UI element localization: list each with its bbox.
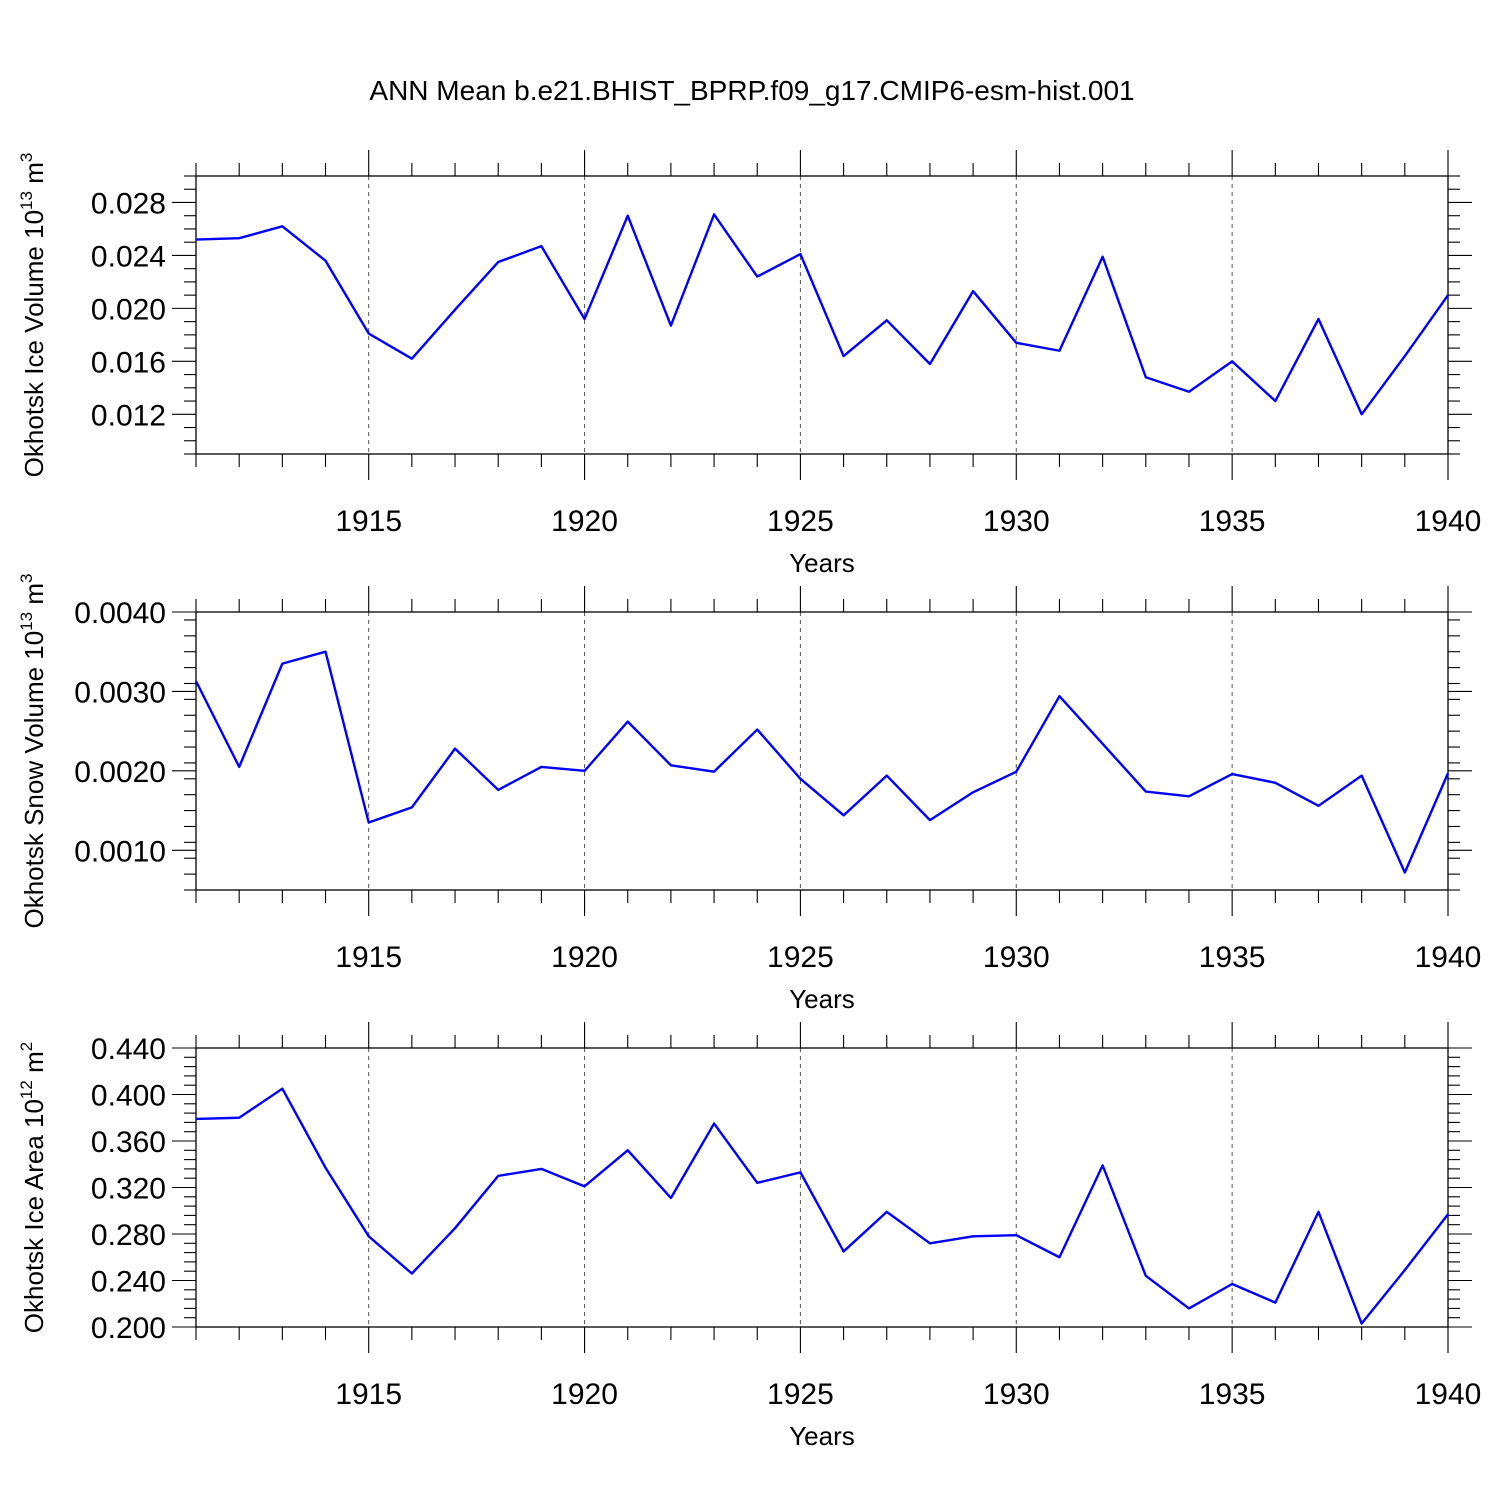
y-axis-label-unit: m <box>19 583 49 612</box>
x-tick-label: 1930 <box>983 1378 1050 1411</box>
panel-ice-volume: 0.012 0.016 0.020 0.024 0.028 1915 1920 1925 193… <box>17 150 1481 578</box>
y-tick-label: 0.012 <box>91 399 166 432</box>
x-axis-label: Years <box>789 984 855 1014</box>
x-axis-label: Years <box>789 1421 855 1451</box>
y-tick-label: 0.0040 <box>74 597 166 630</box>
y-axis-label-exponent: 13 <box>17 612 36 631</box>
y-tick-label: 0.0010 <box>74 835 166 868</box>
x-tick-label: 1935 <box>1199 505 1266 538</box>
plot-frame <box>195 175 1449 455</box>
x-tick-label: 1915 <box>335 941 402 974</box>
y-tick-label: 0.200 <box>91 1312 166 1345</box>
y-axis-label: Okhotsk Snow Volume 1013 m3 <box>17 574 49 929</box>
y-axis-label-exponent: 13 <box>17 191 36 210</box>
y-axis-label-unit-exponent: 3 <box>17 574 36 583</box>
x-tick-label: 1925 <box>767 505 834 538</box>
y-axis-label-exponent: 12 <box>17 1080 36 1099</box>
y-axis-label-unit-exponent: 2 <box>17 1042 36 1051</box>
y-tick-label: 0.0030 <box>74 676 166 709</box>
x-tick-label: 1915 <box>335 505 402 538</box>
y-tick-label: 0.024 <box>91 240 166 273</box>
x-tick-label: 1925 <box>767 941 834 974</box>
y-tick-label: 0.440 <box>91 1033 166 1066</box>
panel-snow-volume: 0.0010 0.0020 0.0030 0.0040 1915 1920 1925 1930… <box>17 574 1481 1015</box>
y-tick-label: 0.320 <box>91 1173 166 1206</box>
y-tick-label: 0.020 <box>91 293 166 326</box>
x-tick-label: 1925 <box>767 1378 834 1411</box>
y-tick-label: 0.280 <box>91 1219 166 1252</box>
y-tick-label: 0.400 <box>91 1080 166 1113</box>
y-tick-label: 0.240 <box>91 1266 166 1299</box>
y-axis-label-unit-exponent: 3 <box>17 153 36 162</box>
x-tick-label: 1940 <box>1415 505 1482 538</box>
plot-frame <box>195 1047 1449 1328</box>
series-line-snow-volume <box>194 650 1450 874</box>
chart-title: ANN Mean b.e21.BHIST_BPRP.f09_g17.CMIP6-… <box>369 75 1134 106</box>
x-tick-label: 1920 <box>551 941 618 974</box>
x-tick-label: 1940 <box>1415 941 1482 974</box>
x-axis-label: Years <box>789 548 855 578</box>
series-line-ice-area <box>195 1087 1449 1325</box>
x-tick-label: 1920 <box>551 1378 618 1411</box>
y-axis-label: Okhotsk Ice Area 1012 m2 <box>17 1042 49 1333</box>
y-tick-label: 0.028 <box>91 187 166 220</box>
y-axis-label-unit: m <box>19 162 49 191</box>
x-tick-label: 1920 <box>551 505 618 538</box>
panel-ice-area: 0.200 0.240 0.280 0.320 0.360 0.400 0.440 1915 1… <box>17 1022 1481 1451</box>
y-axis-label: Okhotsk Ice Volume 1013 m3 <box>17 153 49 478</box>
panels: 0.012 0.016 0.020 0.024 0.028 1915 1920 1925 193… <box>17 150 1481 1451</box>
y-axis-label-unit: m <box>19 1051 49 1080</box>
y-axis-label-main: Okhotsk Ice Volume 10 <box>19 210 49 477</box>
x-tick-label: 1930 <box>983 505 1050 538</box>
x-tick-label: 1940 <box>1415 1378 1482 1411</box>
x-tick-label: 1935 <box>1199 941 1266 974</box>
y-tick-label: 0.360 <box>91 1126 166 1159</box>
plot-frame <box>195 611 1449 891</box>
x-tick-label: 1915 <box>335 1378 402 1411</box>
y-axis-label-main: Okhotsk Ice Area 10 <box>19 1099 49 1333</box>
x-tick-label: 1935 <box>1199 1378 1266 1411</box>
x-tick-label: 1930 <box>983 941 1050 974</box>
y-tick-label: 0.016 <box>91 346 166 379</box>
y-axis-label-main: Okhotsk Snow Volume 10 <box>19 631 49 929</box>
series-line-ice-volume <box>195 213 1449 416</box>
y-tick-label: 0.0020 <box>74 756 166 789</box>
